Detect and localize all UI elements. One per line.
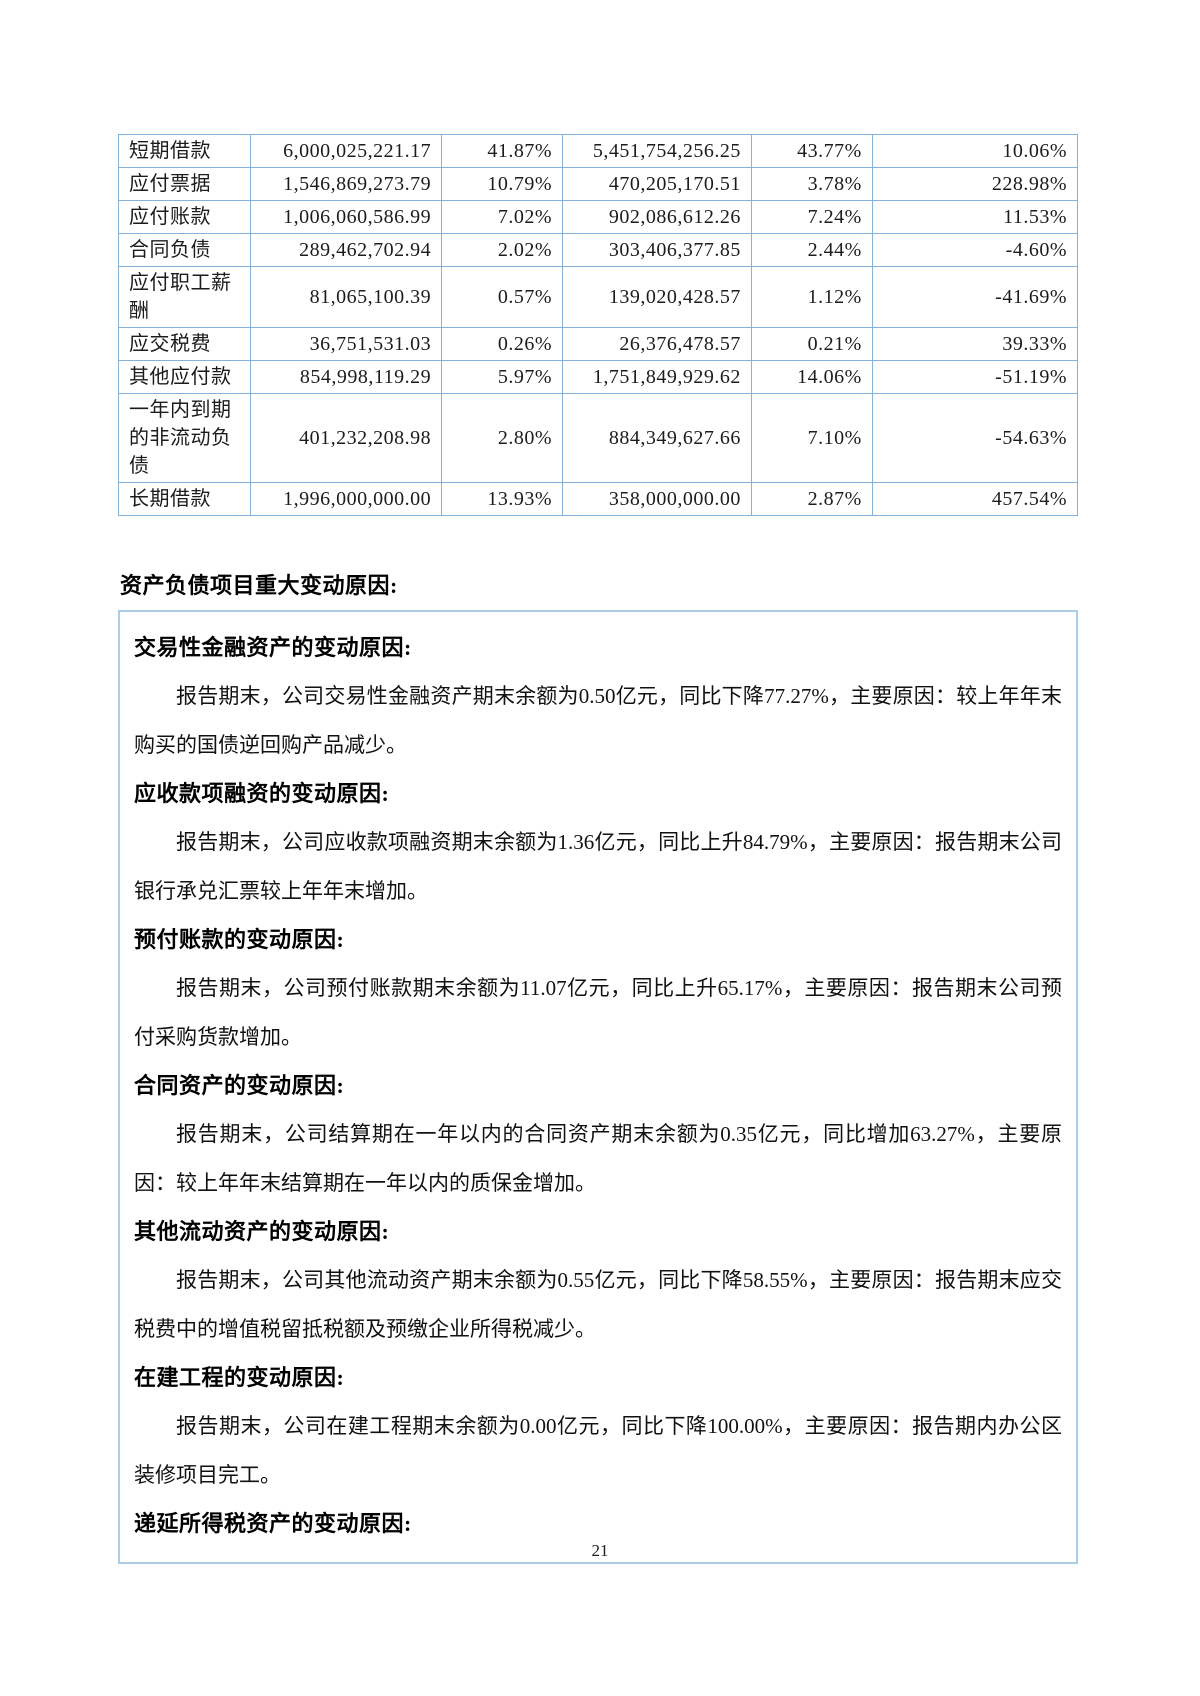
reason-paragraph: 报告期末，公司应收款项融资期末余额为1.36亿元，同比上升84.79%，主要原因… — [134, 830, 1062, 903]
reason-paragraph: 报告期末，公司在建工程期末余额为0.00亿元，同比下降100.00%，主要原因：… — [134, 1414, 1062, 1487]
cell-ratio-begin: 2.44% — [750, 233, 873, 267]
cell-amount-begin: 902,086,612.26 — [561, 200, 752, 234]
reason-title: 在建工程的变动原因: — [134, 1365, 345, 1390]
cell-ratio-end: 41.87% — [441, 134, 563, 168]
cell-amount-begin: 303,406,377.85 — [561, 233, 752, 267]
cell-amount-begin: 1,751,849,929.62 — [561, 360, 752, 394]
reason-title: 预付账款的变动原因: — [134, 927, 345, 952]
cell-item: 其他应付款 — [117, 360, 252, 394]
cell-ratio-end: 0.26% — [441, 327, 563, 361]
cell-change: -4.60% — [871, 233, 1079, 267]
cell-item: 应付票据 — [117, 167, 252, 201]
cell-ratio-end: 10.79% — [441, 167, 563, 201]
table-row: 长期借款 1,996,000,000.00 13.93% 358,000,000… — [117, 482, 1079, 516]
reason-paragraph: 报告期末，公司结算期在一年以内的合同资产期末余额为0.35亿元，同比增加63.2… — [134, 1122, 1062, 1195]
table-row: 应交税费 36,751,531.03 0.26% 26,376,478.57 0… — [117, 327, 1079, 361]
cell-ratio-begin: 14.06% — [750, 360, 873, 394]
cell-ratio-begin: 0.21% — [750, 327, 873, 361]
cell-change: -41.69% — [871, 266, 1079, 328]
cell-amount-end: 854,998,119.29 — [250, 360, 443, 394]
cell-amount-end: 6,000,025,221.17 — [250, 134, 443, 168]
cell-ratio-begin: 43.77% — [750, 134, 873, 168]
cell-ratio-end: 5.97% — [441, 360, 563, 394]
cell-ratio-begin: 7.24% — [750, 200, 873, 234]
cell-amount-begin: 5,451,754,256.25 — [561, 134, 752, 168]
cell-ratio-end: 2.02% — [441, 233, 563, 267]
liabilities-table: 短期借款 6,000,025,221.17 41.87% 5,451,754,2… — [117, 134, 1079, 516]
table-row: 短期借款 6,000,025,221.17 41.87% 5,451,754,2… — [117, 134, 1079, 168]
cell-ratio-begin: 3.78% — [750, 167, 873, 201]
reason-paragraph: 报告期末，公司交易性金融资产期末余额为0.50亿元，同比下降77.27%，主要原… — [134, 684, 1062, 757]
table-row: 应付职工薪酬 81,065,100.39 0.57% 139,020,428.5… — [117, 266, 1079, 328]
cell-ratio-begin: 7.10% — [750, 393, 873, 483]
cell-change: -51.19% — [871, 360, 1079, 394]
cell-amount-end: 1,996,000,000.00 — [250, 482, 443, 516]
reason-title: 应收款项融资的变动原因: — [134, 781, 390, 806]
cell-amount-end: 289,462,702.94 — [250, 233, 443, 267]
cell-amount-end: 401,232,208.98 — [250, 393, 443, 483]
reason-paragraph: 报告期末，公司预付账款期末余额为11.07亿元，同比上升65.17%，主要原因：… — [134, 976, 1062, 1049]
cell-amount-begin: 470,205,170.51 — [561, 167, 752, 201]
cell-item: 合同负债 — [117, 233, 252, 267]
reason-title: 其他流动资产的变动原因: — [134, 1219, 390, 1244]
cell-item: 应交税费 — [117, 327, 252, 361]
cell-item: 一年内到期的非流动负债 — [117, 393, 252, 483]
cell-amount-end: 1,546,869,273.79 — [250, 167, 443, 201]
cell-change: 10.06% — [871, 134, 1079, 168]
cell-item: 应付账款 — [117, 200, 252, 234]
cell-change: -54.63% — [871, 393, 1079, 483]
cell-ratio-end: 0.57% — [441, 266, 563, 328]
cell-ratio-end: 13.93% — [441, 482, 563, 516]
page-number: 21 — [591, 1541, 609, 1560]
reason-paragraph: 报告期末，公司其他流动资产期末余额为0.55亿元，同比下降58.55%，主要原因… — [134, 1268, 1062, 1341]
reason-title: 合同资产的变动原因: — [134, 1073, 345, 1098]
table-row: 应付账款 1,006,060,586.99 7.02% 902,086,612.… — [117, 200, 1079, 234]
cell-amount-end: 81,065,100.39 — [250, 266, 443, 328]
cell-change: 457.54% — [871, 482, 1079, 516]
document-content: 短期借款 6,000,025,221.17 41.87% 5,451,754,2… — [117, 134, 1079, 1564]
cell-ratio-begin: 2.87% — [750, 482, 873, 516]
table-row: 其他应付款 854,998,119.29 5.97% 1,751,849,929… — [117, 360, 1079, 394]
reasons-box: 交易性金融资产的变动原因: 报告期末，公司交易性金融资产期末余额为0.50亿元，… — [118, 610, 1078, 1564]
section-heading: 资产负债项目重大变动原因: — [120, 573, 398, 598]
cell-ratio-begin: 1.12% — [750, 266, 873, 328]
cell-amount-begin: 358,000,000.00 — [561, 482, 752, 516]
cell-amount-end: 1,006,060,586.99 — [250, 200, 443, 234]
reason-title: 递延所得税资产的变动原因: — [134, 1511, 412, 1536]
table-row: 一年内到期的非流动负债 401,232,208.98 2.80% 884,349… — [117, 393, 1079, 483]
table-row: 应付票据 1,546,869,273.79 10.79% 470,205,170… — [117, 167, 1079, 201]
cell-amount-begin: 26,376,478.57 — [561, 327, 752, 361]
table-row: 合同负债 289,462,702.94 2.02% 303,406,377.85… — [117, 233, 1079, 267]
cell-ratio-end: 7.02% — [441, 200, 563, 234]
cell-item: 应付职工薪酬 — [117, 266, 252, 328]
cell-amount-begin: 884,349,627.66 — [561, 393, 752, 483]
cell-change: 11.53% — [871, 200, 1079, 234]
cell-change: 228.98% — [871, 167, 1079, 201]
cell-amount-end: 36,751,531.03 — [250, 327, 443, 361]
cell-item: 短期借款 — [117, 134, 252, 168]
cell-ratio-end: 2.80% — [441, 393, 563, 483]
cell-change: 39.33% — [871, 327, 1079, 361]
cell-amount-begin: 139,020,428.57 — [561, 266, 752, 328]
reason-title: 交易性金融资产的变动原因: — [134, 635, 412, 660]
cell-item: 长期借款 — [117, 482, 252, 516]
